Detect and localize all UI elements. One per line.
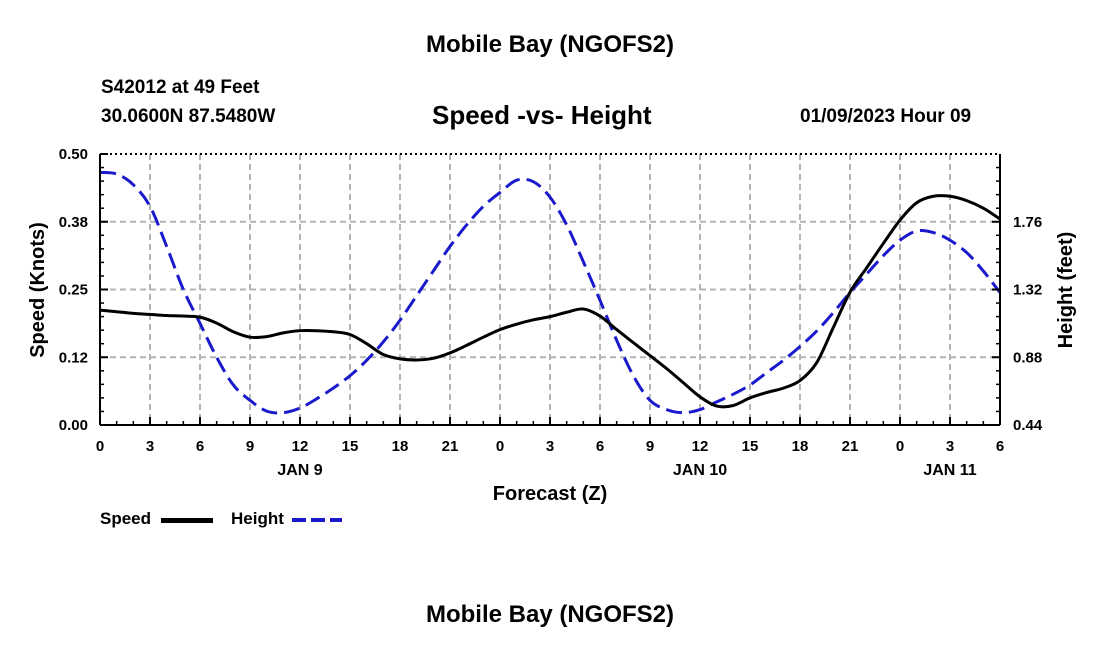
date-label: JAN 9 <box>277 462 322 479</box>
y-right-tick-label: 1.32 <box>1013 282 1042 299</box>
y-right-tick-label: 0.88 <box>1013 349 1042 366</box>
y-left-tick-label: 0.12 <box>59 349 88 366</box>
forecast-datetime: 01/09/2023 Hour 09 <box>800 106 972 127</box>
x-tick-label: 6 <box>596 438 604 455</box>
x-tick-label: 18 <box>392 438 409 455</box>
page-title-bottom: Mobile Bay (NGOFS2) <box>425 601 675 628</box>
x-tick-label: 15 <box>742 438 759 455</box>
x-tick-label: 0 <box>496 438 504 455</box>
series-height-line <box>99 170 1002 415</box>
legend-speed: Speed <box>100 509 151 529</box>
page-title-top: Mobile Bay (NGOFS2) <box>425 31 675 58</box>
y-axis-left-title: Speed (Knots) <box>27 222 49 358</box>
legend-height-label: Height <box>231 509 284 528</box>
x-tick-label: 15 <box>342 438 359 455</box>
y-left-tick-label: 0.50 <box>59 146 88 163</box>
station-label: S42012 at 49 Feet <box>101 77 260 98</box>
x-tick-label: 21 <box>842 438 859 455</box>
x-tick-label: 9 <box>246 438 254 455</box>
legend-speed-label: Speed <box>100 509 152 528</box>
y-left-tick-label: 0.00 <box>59 417 88 434</box>
x-tick-label: 21 <box>442 438 459 455</box>
x-tick-label: 3 <box>146 438 154 455</box>
x-tick-label: 0 <box>96 438 104 455</box>
x-tick-label: 18 <box>792 438 809 455</box>
y-left-tick-label: 0.38 <box>59 214 88 231</box>
y-axis-right-title: Height (feet) <box>1055 232 1077 349</box>
axis-ticks: 0 3 6 9 12 15 18 21 0 3 6 9 12 15 18 21 0 3 6 JAN 9 JAN 10 JA… <box>59 146 1043 479</box>
y-left-tick-label: 0.25 <box>59 282 88 299</box>
series-speed-line <box>99 194 1001 409</box>
coordinates-label: 30.0600N 87.5480W <box>101 106 276 127</box>
series-layer <box>99 170 1002 415</box>
x-axis-title: Forecast (Z) <box>493 483 607 505</box>
y-right-tick-label: 1.76 <box>1013 214 1042 231</box>
x-tick-label: 9 <box>646 438 654 455</box>
legend-height: Height <box>231 509 284 529</box>
chart-title: Speed -vs- Height <box>432 100 652 130</box>
grid-lines <box>100 154 1000 425</box>
x-tick-label: 6 <box>196 438 204 455</box>
x-tick-label: 3 <box>546 438 554 455</box>
x-tick-label: 6 <box>996 438 1004 455</box>
date-label: JAN 11 <box>923 462 976 479</box>
x-tick-label: 3 <box>946 438 954 455</box>
x-tick-label: 12 <box>692 438 709 455</box>
legend-speed-swatch <box>161 518 213 523</box>
date-label: JAN 10 <box>673 462 727 479</box>
x-tick-label: 12 <box>292 438 309 455</box>
y-right-tick-label: 0.44 <box>1013 417 1043 434</box>
legend-height-swatch <box>292 518 342 522</box>
x-tick-label: 0 <box>896 438 904 455</box>
